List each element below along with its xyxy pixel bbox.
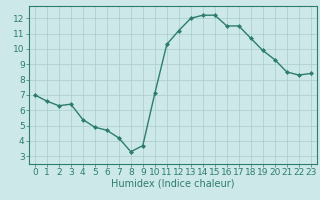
X-axis label: Humidex (Indice chaleur): Humidex (Indice chaleur)	[111, 179, 235, 189]
